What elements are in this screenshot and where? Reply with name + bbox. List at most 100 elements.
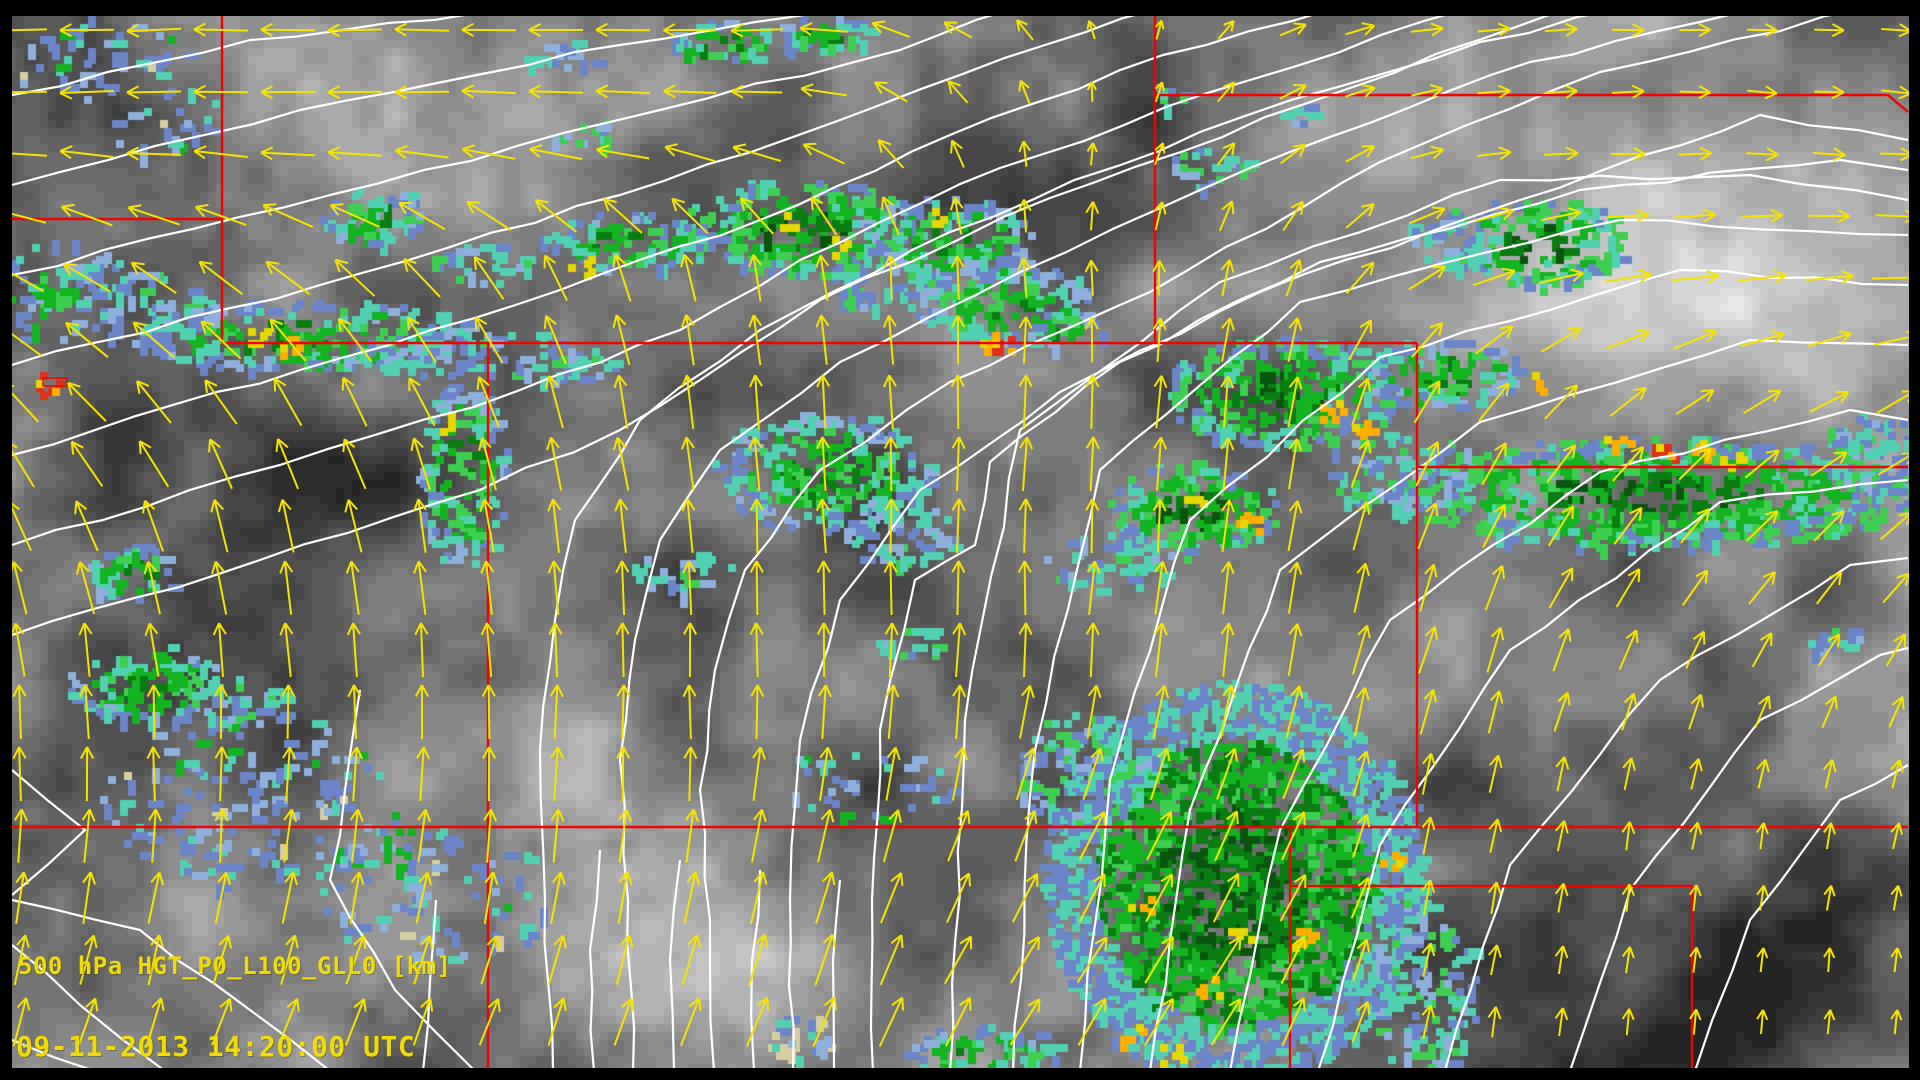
wind-arrow <box>680 314 695 366</box>
wind-arrow <box>810 196 838 236</box>
wind-arrow <box>748 933 769 986</box>
wind-arrow <box>1152 684 1170 739</box>
height-contour <box>588 849 602 1072</box>
wind-arrow <box>816 560 831 616</box>
wind-arrow <box>1281 811 1306 861</box>
wind-arrow <box>682 684 697 740</box>
wind-arrow <box>482 746 497 802</box>
wind-arrow <box>683 622 698 678</box>
wind-arrow <box>1679 85 1711 100</box>
wind-arrow <box>1282 200 1304 232</box>
wind-arrow <box>1285 685 1304 739</box>
wind-arrow <box>1745 510 1779 542</box>
wind-arrow <box>951 436 966 492</box>
wind-arrow <box>204 379 238 425</box>
wind-arrow <box>78 684 93 739</box>
wind-arrow <box>815 254 830 301</box>
wind-arrow <box>126 85 182 100</box>
wind-arrow <box>1487 1006 1502 1038</box>
wind-arrow <box>1607 208 1649 223</box>
wind-arrow <box>878 996 904 1047</box>
wind-arrow <box>145 997 165 1047</box>
wind-arrow <box>596 144 650 160</box>
wind-arrow <box>1345 22 1376 36</box>
wind-arrow <box>546 436 563 491</box>
wind-arrow <box>1756 884 1769 911</box>
wind-arrow <box>1675 389 1715 415</box>
frame-edge-bottom <box>0 1068 1920 1080</box>
wind-arrow <box>1474 325 1514 355</box>
wind-arrow <box>127 204 180 226</box>
wind-arrow <box>815 314 830 365</box>
wind-arrow <box>1555 756 1570 792</box>
wind-arrow <box>748 314 763 366</box>
wind-arrow <box>683 746 698 802</box>
wind-arrow <box>212 622 227 677</box>
wind-arrow <box>879 934 904 986</box>
wind-arrow <box>1472 267 1516 287</box>
wind-arrow <box>885 684 900 739</box>
wind-arrow <box>474 316 504 364</box>
wind-arrow <box>480 622 495 677</box>
wind-arrow <box>732 143 782 162</box>
wind-arrow <box>65 321 109 358</box>
wind-arrow <box>1351 1001 1371 1043</box>
state-border-line <box>1155 93 1909 113</box>
wind-arrow <box>1747 23 1778 38</box>
wind-arrow <box>947 810 971 862</box>
wind-arrow <box>1808 209 1850 224</box>
wind-arrow <box>1823 884 1836 911</box>
wind-arrow <box>1739 330 1785 348</box>
wind-arrow <box>144 622 160 677</box>
wind-arrow <box>344 499 363 553</box>
wind-arrow <box>680 436 695 491</box>
wind-arrow <box>412 498 427 553</box>
wind-arrow <box>337 317 373 363</box>
wind-arrow <box>1671 269 1720 284</box>
wind-arrow <box>1418 626 1438 674</box>
wind-arrow <box>1210 936 1242 984</box>
wind-arrow <box>1890 759 1904 789</box>
wind-arrow <box>1351 377 1372 426</box>
wind-arrow <box>1754 695 1771 729</box>
wind-arrow <box>1417 502 1439 550</box>
wind-arrow <box>1220 437 1235 491</box>
wind-arrow <box>461 22 517 37</box>
wind-arrow <box>59 145 114 160</box>
wind-arrow <box>70 440 104 487</box>
wind-arrow <box>799 22 848 37</box>
wind-arrow <box>1890 884 1903 911</box>
wind-arrow <box>60 203 113 227</box>
wind-arrow <box>1621 1008 1635 1036</box>
wind-arrow <box>528 84 584 99</box>
wind-arrow <box>12 684 27 740</box>
wind-arrow <box>547 997 567 1047</box>
height-contour <box>1316 478 1909 1072</box>
wind-arrow <box>1415 441 1440 487</box>
wind-arrow <box>603 198 643 234</box>
wind-arrow <box>1014 810 1038 862</box>
wind-arrow <box>1419 689 1438 735</box>
wind-arrow <box>882 809 902 863</box>
wind-arrow <box>208 438 233 490</box>
wind-arrow <box>1220 561 1235 615</box>
wind-arrow <box>616 746 631 802</box>
wind-arrow <box>67 381 107 422</box>
wind-arrow <box>819 746 834 801</box>
wind-arrow <box>479 498 495 553</box>
wind-arrow <box>817 809 835 863</box>
wind-arrow <box>394 22 450 37</box>
wind-arrow <box>1688 884 1702 912</box>
wind-arrow <box>408 377 436 427</box>
wind-arrow <box>1076 936 1108 984</box>
height-contour <box>1568 646 1909 1072</box>
wind-arrow <box>413 560 427 615</box>
wind-arrow <box>1751 632 1773 668</box>
wind-arrow <box>1085 201 1100 231</box>
wind-arrow <box>1488 818 1503 853</box>
wind-arrow <box>681 498 696 553</box>
wind-arrow <box>138 440 170 488</box>
wind-arrow <box>1421 942 1436 977</box>
wind-arrow <box>478 437 497 491</box>
